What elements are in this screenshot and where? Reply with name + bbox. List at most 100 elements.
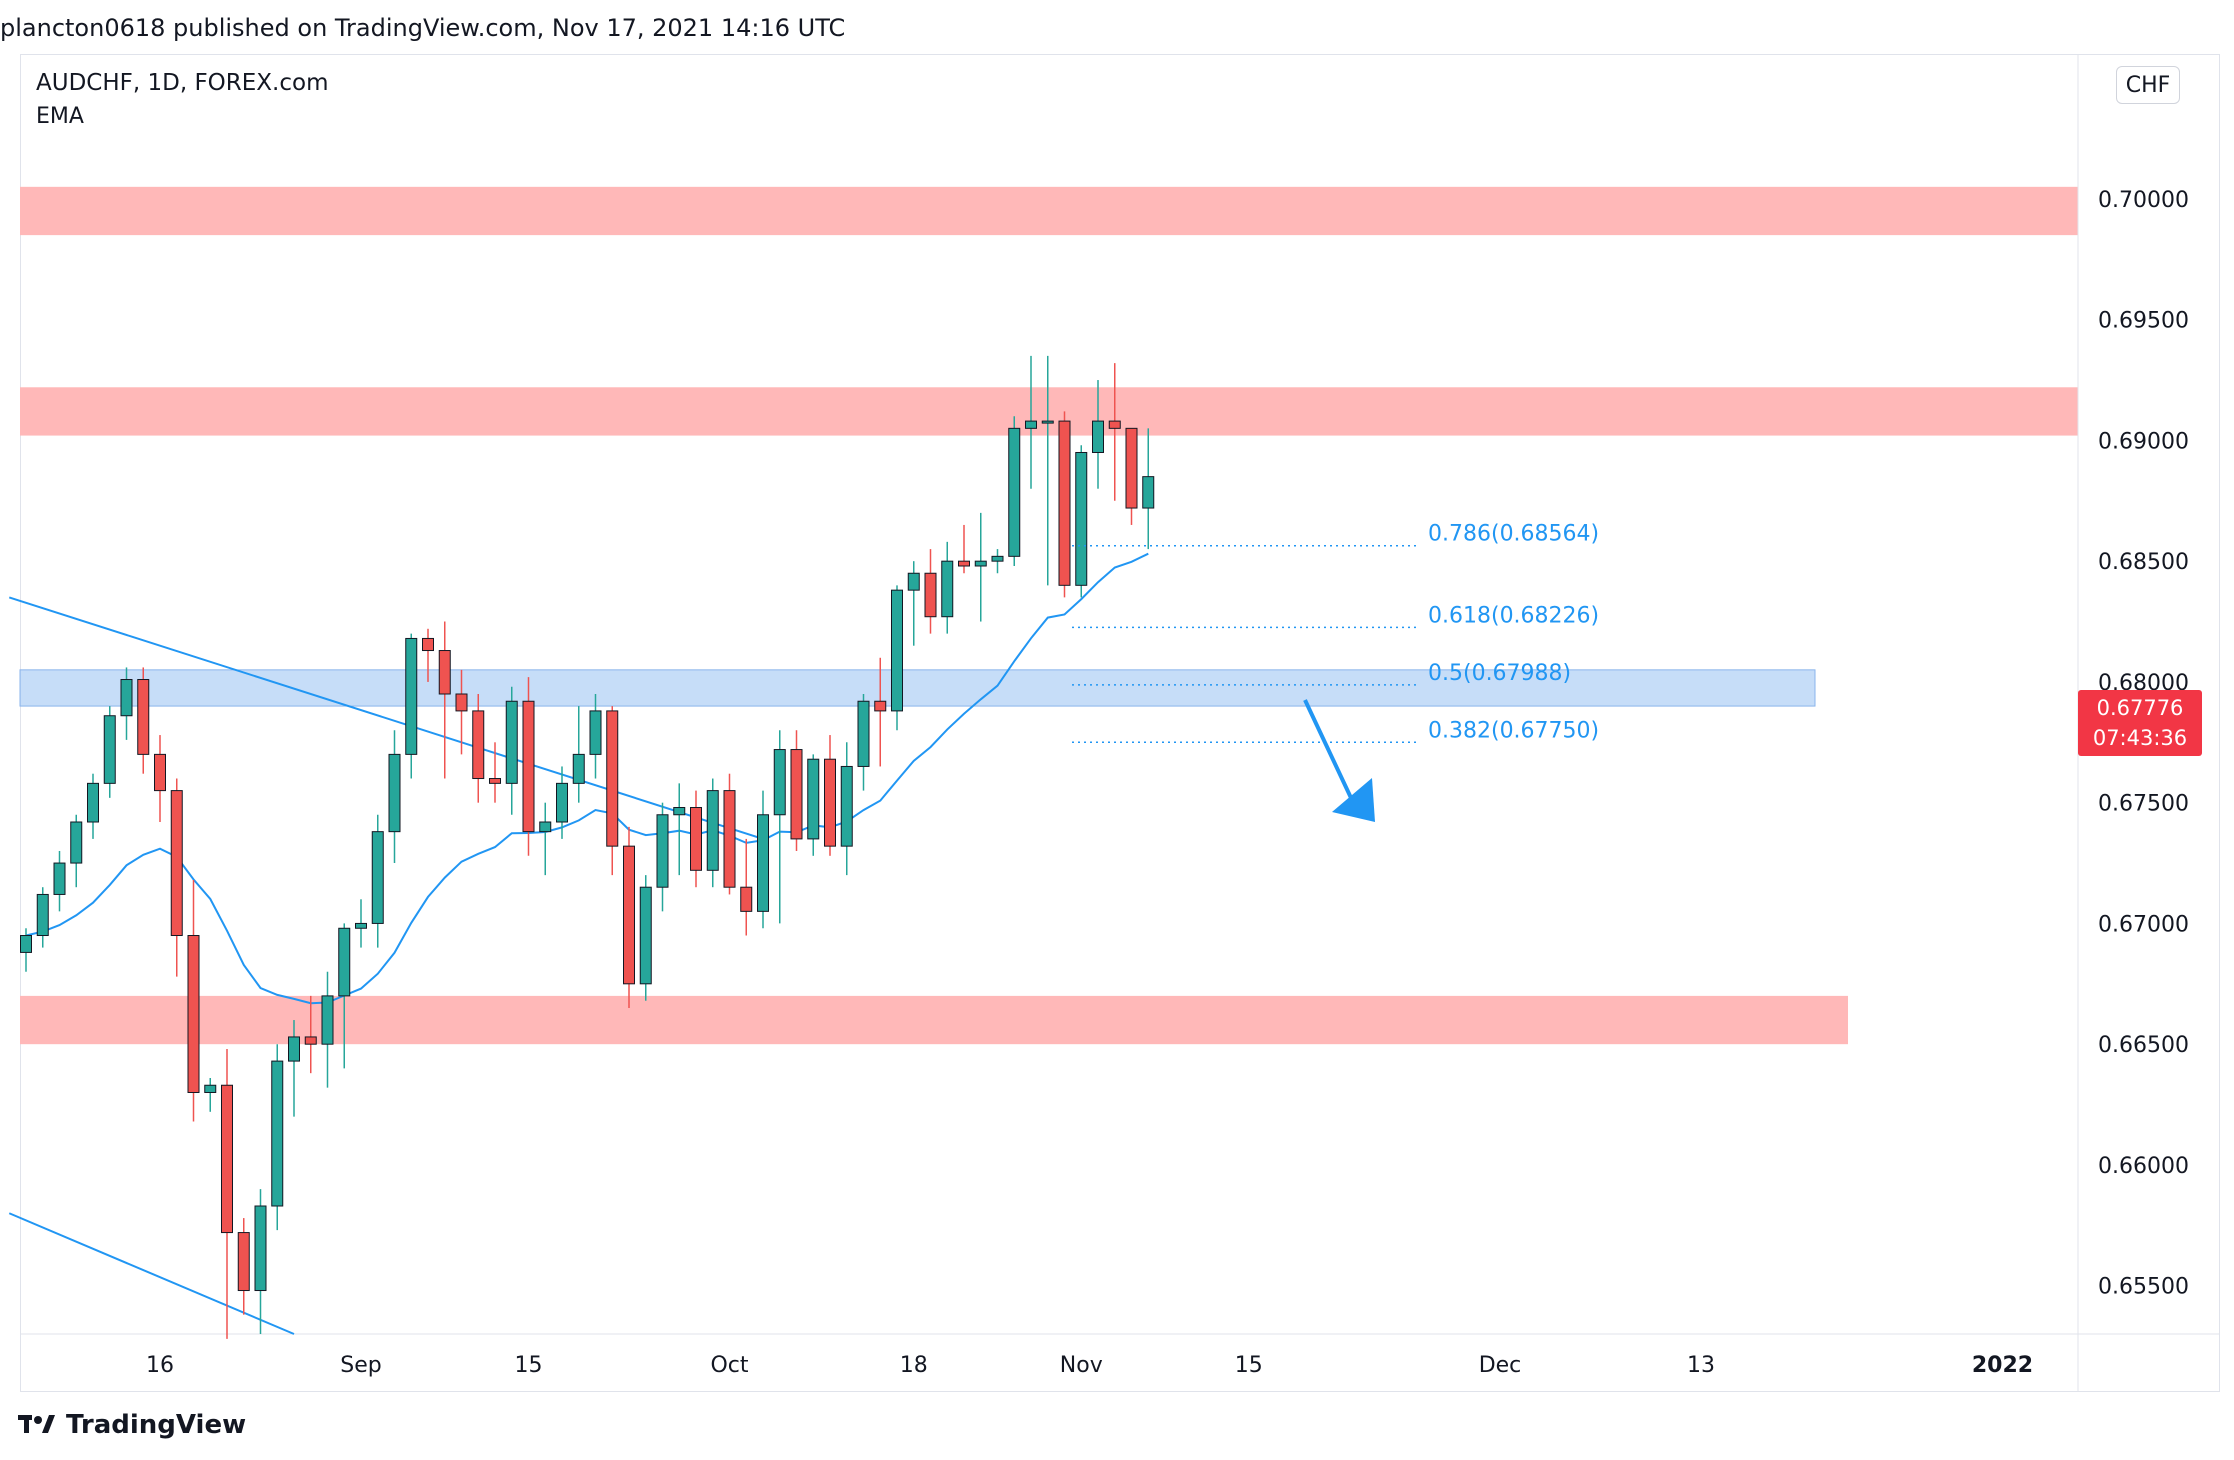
symbol-legend[interactable]: AUDCHF, 1D, FOREX.com bbox=[36, 70, 329, 96]
trendline-1 bbox=[8, 596, 764, 840]
candle-body bbox=[472, 710, 485, 780]
price-tick-label: 0.67000 bbox=[2098, 912, 2189, 937]
candle bbox=[1058, 411, 1071, 598]
candle-body bbox=[1041, 420, 1054, 424]
candle bbox=[807, 754, 820, 856]
candle-body bbox=[1058, 420, 1071, 586]
candle-body bbox=[639, 886, 652, 985]
candle bbox=[1142, 428, 1155, 550]
candle-body bbox=[120, 679, 133, 717]
currency-button[interactable]: CHF bbox=[2116, 66, 2180, 104]
candle bbox=[740, 838, 753, 936]
candle bbox=[958, 524, 970, 574]
trendline-2 bbox=[8, 1212, 295, 1335]
candle bbox=[221, 1049, 233, 1339]
candle-body bbox=[455, 693, 468, 712]
candle-body bbox=[1008, 427, 1021, 557]
candle bbox=[539, 802, 552, 876]
candle bbox=[237, 1218, 250, 1315]
price-tick-label: 0.68500 bbox=[2098, 550, 2189, 575]
candle bbox=[974, 512, 987, 622]
candle bbox=[857, 694, 870, 791]
candle-body bbox=[36, 893, 49, 937]
candle bbox=[1041, 355, 1054, 586]
candle-body bbox=[991, 555, 1004, 562]
candle bbox=[405, 633, 418, 779]
projection-arrow-shaft bbox=[1303, 699, 1354, 801]
candle-body bbox=[103, 715, 116, 784]
ema-layer bbox=[25, 552, 1149, 1005]
candle-body bbox=[204, 1084, 217, 1093]
candle-body bbox=[740, 886, 753, 912]
candle-body bbox=[623, 845, 635, 985]
candle bbox=[522, 677, 535, 856]
candle bbox=[941, 541, 954, 634]
candle-body bbox=[53, 862, 66, 895]
time-tick-label: 15 bbox=[1235, 1353, 1263, 1378]
fibonacci-layer: 0.786(0.68564) 0.618(0.68226) 0.5(0.67988)… bbox=[1072, 522, 1599, 743]
candle-body bbox=[606, 710, 619, 847]
candle bbox=[891, 585, 903, 731]
time-tick-label: 15 bbox=[515, 1353, 543, 1378]
candle bbox=[371, 814, 384, 948]
price-axis: 0.700000.695000.690000.685000.680000.675… bbox=[2098, 188, 2189, 1300]
candle-body bbox=[254, 1205, 267, 1292]
countdown-timer: 07:43:36 bbox=[2092, 726, 2188, 750]
candle-body bbox=[489, 778, 501, 784]
candle bbox=[773, 730, 786, 924]
candle bbox=[137, 667, 150, 774]
candle-body bbox=[572, 753, 585, 784]
candle bbox=[840, 742, 853, 876]
price-tick-label: 0.66500 bbox=[2098, 1033, 2189, 1058]
chart-frame[interactable] bbox=[20, 54, 2220, 1392]
candle bbox=[623, 826, 635, 1008]
candle bbox=[120, 667, 133, 740]
candle-body bbox=[656, 814, 669, 888]
candle-body bbox=[1142, 476, 1155, 509]
candle-body bbox=[790, 749, 803, 840]
candle-body bbox=[539, 821, 552, 833]
candle-body bbox=[807, 758, 820, 840]
candle-body bbox=[589, 710, 602, 755]
price-tick-label: 0.69000 bbox=[2098, 429, 2189, 454]
candle-body bbox=[840, 765, 853, 847]
candle bbox=[589, 694, 602, 779]
candles-layer bbox=[20, 355, 1155, 1339]
time-tick-label: Oct bbox=[710, 1353, 748, 1378]
tradingview-brand[interactable]: TradingView bbox=[18, 1410, 246, 1441]
candle-body bbox=[1092, 420, 1104, 453]
candle bbox=[355, 899, 367, 948]
candle-body bbox=[321, 995, 334, 1045]
candle bbox=[556, 766, 568, 839]
candle bbox=[1025, 355, 1037, 489]
candle-body bbox=[388, 753, 401, 833]
candle bbox=[187, 879, 200, 1122]
resistance-zone bbox=[20, 387, 2078, 436]
candle bbox=[36, 887, 49, 948]
zones-layer bbox=[19, 186, 2078, 1045]
candle-body bbox=[304, 1036, 317, 1045]
candle-body bbox=[355, 922, 367, 929]
candle bbox=[170, 778, 183, 977]
candle bbox=[907, 561, 920, 646]
candle-body bbox=[1108, 420, 1121, 429]
candle bbox=[1125, 427, 1138, 525]
time-tick-label: 13 bbox=[1687, 1353, 1715, 1378]
time-tick-label: Sep bbox=[340, 1353, 381, 1378]
projection-arrow-layer bbox=[1303, 699, 1375, 822]
time-axis: 16 Sep 15 Oct 18 Nov 15 Dec 13 2022 bbox=[146, 1353, 2033, 1378]
candle bbox=[154, 735, 166, 822]
candle bbox=[422, 628, 434, 682]
candle-body bbox=[924, 572, 937, 618]
candle-body bbox=[187, 935, 200, 1093]
candle-body bbox=[20, 935, 32, 953]
price-tick-label: 0.66000 bbox=[2098, 1154, 2189, 1179]
resistance-zone bbox=[20, 186, 2078, 236]
candle bbox=[790, 730, 803, 851]
candle bbox=[723, 773, 736, 895]
indicator-legend[interactable]: EMA bbox=[36, 104, 84, 129]
candle-body bbox=[673, 807, 686, 816]
candle bbox=[1092, 380, 1104, 489]
candle-body bbox=[690, 807, 702, 871]
